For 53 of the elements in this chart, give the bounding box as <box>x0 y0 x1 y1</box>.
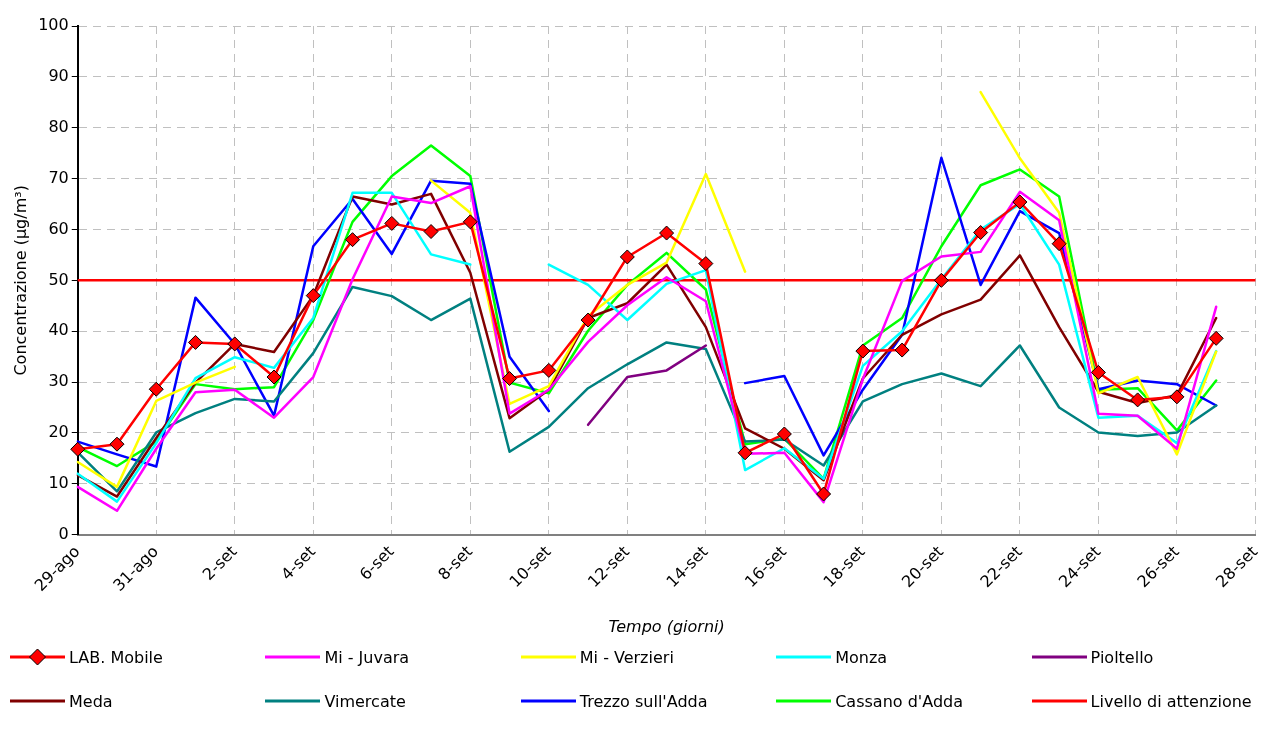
y-tick-label: 20 <box>48 422 69 442</box>
point <box>1051 236 1067 252</box>
point <box>345 232 361 248</box>
point <box>502 371 518 387</box>
point <box>305 288 321 304</box>
point <box>1169 389 1185 405</box>
x-axis-title: Tempo (giorni) <box>608 616 725 636</box>
legend-label: Cassano d'Adda <box>835 691 963 711</box>
point <box>266 369 282 385</box>
legend-label: Monza <box>835 647 888 667</box>
legend-label: Meda <box>69 691 113 711</box>
point <box>1208 330 1224 346</box>
y-tick-label: 30 <box>48 371 69 391</box>
y-tick-label: 80 <box>48 116 69 136</box>
point <box>541 362 557 378</box>
point <box>580 312 596 328</box>
point <box>619 249 635 265</box>
point <box>737 445 753 461</box>
point <box>1090 364 1106 380</box>
legend-label: Mi - Juvara <box>324 647 410 667</box>
point <box>776 426 792 442</box>
y-tick-label: 70 <box>48 167 69 187</box>
point <box>384 215 400 231</box>
y-tick-label: 50 <box>48 269 69 289</box>
legend-label: LAB. Mobile <box>69 647 163 667</box>
legend-label: Mi - Verzieri <box>579 647 674 667</box>
y-tick-label: 90 <box>48 66 69 86</box>
point <box>933 272 949 288</box>
point <box>188 334 204 350</box>
legend-label: Livello di attenzione <box>1090 691 1252 711</box>
point <box>70 441 86 457</box>
point <box>855 343 871 359</box>
legend-label: Pioltello <box>1090 647 1154 667</box>
point <box>462 214 478 230</box>
legend-label: Trezzo sull'Adda <box>579 691 708 711</box>
point <box>1012 194 1028 210</box>
point <box>973 225 989 241</box>
y-tick-label: 40 <box>48 320 69 340</box>
y-tick-label: 60 <box>48 218 69 238</box>
point <box>148 381 164 397</box>
y-tick-label: 10 <box>48 472 69 492</box>
point <box>423 224 439 240</box>
point <box>894 342 910 358</box>
point <box>1130 392 1146 408</box>
point <box>109 436 125 452</box>
point <box>816 486 832 502</box>
point <box>659 225 675 241</box>
y-axis-title: Concentrazione (µg/m³) <box>10 185 30 376</box>
legend-label: Vimercate <box>324 691 406 711</box>
y-tick-label: 100 <box>38 15 69 35</box>
point <box>227 336 243 352</box>
y-tick-label: 0 <box>58 523 69 543</box>
point <box>698 256 714 272</box>
